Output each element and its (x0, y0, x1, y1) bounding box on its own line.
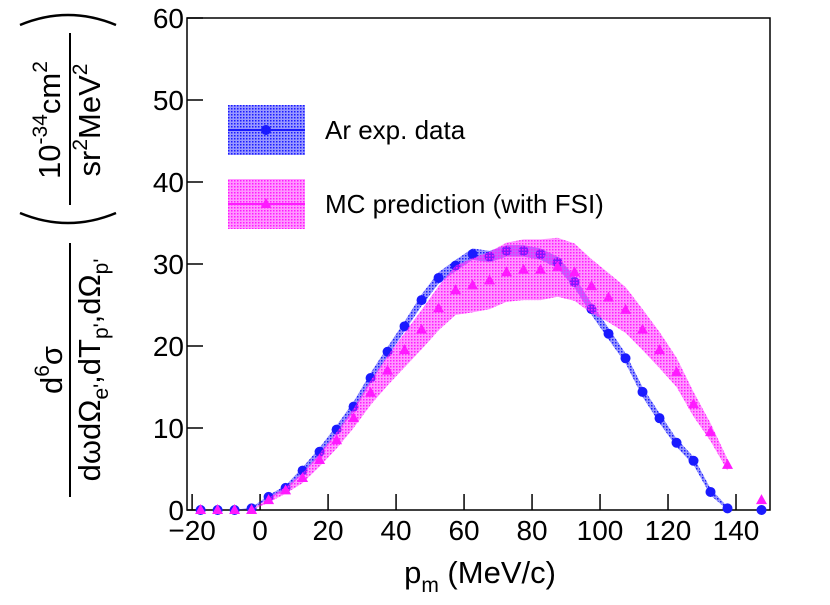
data-point (467, 249, 478, 260)
data-point (450, 284, 462, 295)
y-tick-label: 60 (153, 3, 184, 34)
uncertainty-band (200, 237, 728, 510)
data-point (467, 279, 479, 290)
x-tick-label: 120 (645, 515, 692, 546)
x-tick-label: 80 (516, 515, 547, 546)
y-tick-label: 0 (168, 495, 184, 526)
data-point (348, 412, 360, 423)
data-point (195, 504, 207, 514)
x-tick-label: 40 (380, 515, 411, 546)
data-point (229, 504, 241, 514)
data-point (654, 344, 666, 355)
right-parenthesis (19, 13, 117, 27)
x-tick-label: 20 (312, 515, 343, 546)
data-point (603, 291, 615, 302)
data-point (399, 321, 410, 332)
data-point (314, 453, 326, 464)
data-point (705, 426, 717, 437)
x-tick-label: 140 (713, 515, 760, 546)
data-point (637, 323, 649, 334)
data-point (484, 274, 496, 285)
data-point (688, 455, 699, 466)
y-label-numerator: d6σ (31, 346, 69, 394)
data-point (637, 386, 648, 397)
data-point (399, 344, 411, 355)
data-point (433, 302, 445, 313)
y-tick-label: 20 (153, 331, 184, 362)
data-point (586, 280, 598, 291)
data-point (433, 272, 444, 283)
data-point (297, 472, 309, 483)
y-unit-numerator: 10-34cm2 (29, 61, 67, 179)
data-point (518, 263, 530, 274)
data-point (620, 303, 632, 314)
data-point (756, 505, 767, 515)
left-parenthesis (19, 211, 117, 225)
y-tick-label: 40 (153, 167, 184, 198)
legend-marker (261, 125, 271, 135)
y-tick-label: 30 (153, 249, 184, 280)
legend-marker (260, 198, 272, 208)
data-point (620, 353, 631, 364)
data-point (365, 386, 377, 397)
data-point (416, 323, 428, 334)
y-axis-label: d6σ dωdΩe',dTp',dΩp' 10-34cm2 sr2MeV2 (19, 13, 117, 497)
data-point (416, 295, 427, 306)
data-point (671, 437, 682, 448)
y-tick-label: 10 (153, 413, 184, 444)
data-point (552, 261, 564, 272)
y-unit-denominator: sr2MeV2 (69, 64, 107, 177)
data-point (705, 486, 716, 497)
x-tick-label: 0 (252, 515, 268, 546)
data-point (722, 503, 733, 514)
data-point (535, 263, 547, 274)
data-point (246, 504, 258, 514)
data-point (212, 504, 224, 514)
x-axis-label: pm (MeV/c) (404, 555, 556, 597)
data-point (382, 364, 394, 375)
y-tick-label: 50 (153, 85, 184, 116)
data-point (722, 458, 734, 469)
data-point (688, 398, 700, 409)
data-point (501, 266, 513, 277)
x-tick-label: 60 (448, 515, 479, 546)
x-tick-label: 100 (577, 515, 624, 546)
data-point (280, 484, 292, 495)
data-point (756, 494, 768, 505)
x-tick-label: −20 (168, 515, 216, 546)
legend-label: Ar exp. data (325, 115, 466, 145)
data-point (671, 366, 683, 377)
data-point (654, 413, 665, 424)
data-point (603, 328, 614, 339)
data-point (331, 434, 343, 445)
y-label-denominator: dωdΩe',dTp',dΩp' (72, 259, 113, 482)
data-point (263, 494, 275, 505)
legend-label: MC prediction (with FSI) (325, 189, 604, 219)
data-point (569, 266, 581, 277)
series-1 (195, 237, 768, 514)
